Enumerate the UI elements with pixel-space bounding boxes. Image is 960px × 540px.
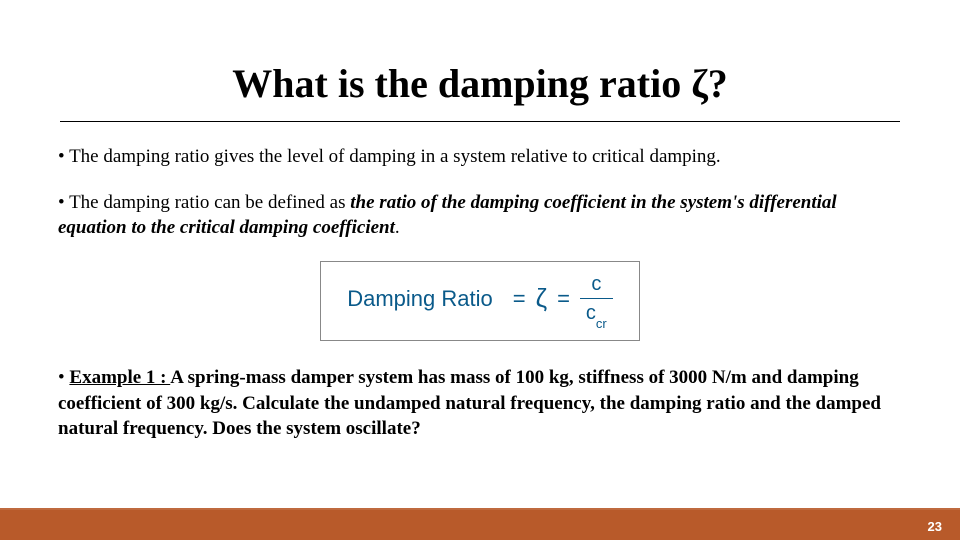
bullet-1-text: The damping ratio gives the level of dam…: [69, 146, 721, 167]
page-number: 23: [928, 519, 942, 534]
bullet-3: • Example 1 : A spring-mass damper syste…: [50, 365, 910, 442]
fraction-numerator: c: [581, 272, 611, 298]
title-underline: [60, 121, 900, 122]
formula-box: Damping Ratio = ζ = c ccr: [320, 261, 640, 341]
fraction: c ccr: [580, 272, 613, 326]
formula: Damping Ratio = ζ = c ccr: [347, 272, 613, 326]
equals-icon: =: [513, 286, 526, 312]
bullet-1: • The damping ratio gives the level of d…: [50, 144, 910, 170]
den-base: c: [586, 302, 596, 324]
formula-label: Damping Ratio: [347, 286, 493, 312]
fraction-denominator: ccr: [580, 299, 613, 326]
slide: What is the damping ratio ζ? • The dampi…: [0, 0, 960, 540]
footer-bar: 23: [0, 510, 960, 540]
bullet-2-tail: .: [395, 217, 400, 238]
bullet-dot: •: [58, 192, 69, 213]
formula-container: Damping Ratio = ζ = c ccr: [50, 261, 910, 341]
bullet-dot: •: [58, 146, 69, 167]
example-label: Example 1 :: [69, 367, 170, 388]
den-sub: cr: [596, 316, 607, 331]
bullet-2-lead: The damping ratio can be defined as: [69, 192, 350, 213]
equals-icon: =: [557, 286, 570, 312]
bullet-2: • The damping ratio can be defined as th…: [50, 190, 910, 241]
bullet-dot: •: [58, 367, 69, 388]
zeta-symbol: ζ: [536, 283, 547, 314]
bullet-3-text: A spring-mass damper system has mass of …: [58, 367, 881, 439]
slide-title: What is the damping ratio ζ?: [50, 60, 910, 107]
